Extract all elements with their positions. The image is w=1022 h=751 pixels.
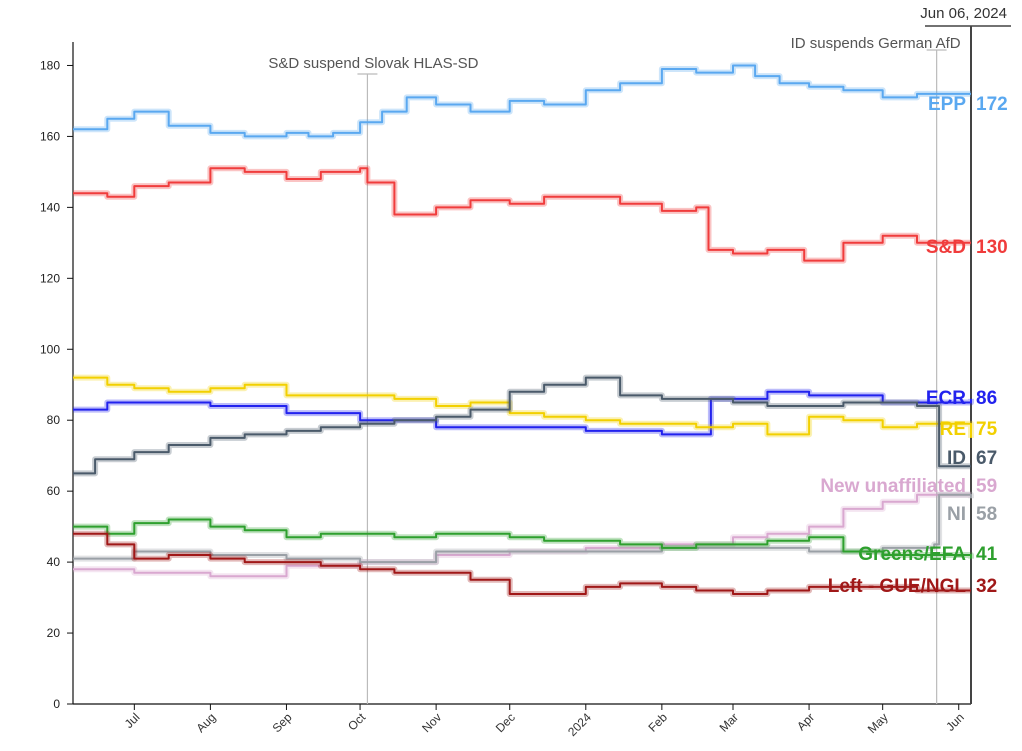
series-ni bbox=[73, 491, 974, 566]
series-line-greens-efa bbox=[73, 518, 972, 559]
annotation-label: S&D suspend Slovak HLAS-SD bbox=[268, 55, 478, 72]
series-line-ecr bbox=[73, 390, 972, 436]
annotations: S&D suspend Slovak HLAS-SD ID suspends Ge… bbox=[268, 5, 1011, 704]
x-tick-label: Jul bbox=[122, 710, 143, 731]
series-name-new-unaffiliated: New unaffiliated bbox=[820, 476, 966, 497]
x-tick-label: Jun bbox=[943, 710, 967, 734]
y-tick-label: 20 bbox=[47, 626, 61, 640]
series-name-id: ID bbox=[947, 448, 966, 469]
annotation-label: ID suspends German AfD bbox=[791, 35, 961, 52]
series-name-s-d: S&D bbox=[926, 237, 966, 258]
series-value-epp: 172 bbox=[976, 94, 1008, 115]
series-id bbox=[73, 374, 971, 477]
series-value-ecr: 86 bbox=[976, 388, 997, 409]
series-epp bbox=[73, 62, 971, 140]
series-name-epp: EPP bbox=[928, 94, 966, 115]
series-line-ni bbox=[73, 493, 972, 564]
y-tick-label: 0 bbox=[53, 697, 60, 711]
y-tick-label: 80 bbox=[47, 413, 61, 427]
x-tick-label: Oct bbox=[345, 710, 369, 734]
series-line-left-gue-ngl bbox=[73, 532, 971, 595]
series-value-s-d: 130 bbox=[976, 237, 1008, 258]
x-tick-label: Sep bbox=[270, 710, 295, 735]
series-value-re: 75 bbox=[976, 419, 998, 440]
x-tick-label: Aug bbox=[194, 710, 219, 735]
y-axis: 0 20 40 60 80 100 120 140 160 180 bbox=[40, 42, 74, 711]
series-greens-efa bbox=[73, 516, 974, 559]
series-lines bbox=[73, 62, 974, 597]
series-line-s-d bbox=[73, 167, 971, 262]
series-line-epp bbox=[73, 64, 971, 138]
series-ecr bbox=[73, 388, 974, 438]
series-line-new-unaffiliated bbox=[73, 493, 971, 578]
y-tick-label: 100 bbox=[40, 342, 60, 356]
x-tick-label: Feb bbox=[645, 710, 670, 735]
x-tick-label: Apr bbox=[794, 710, 817, 733]
series-name-ecr: ECR bbox=[926, 388, 966, 409]
series-left-gue-ngl bbox=[73, 530, 971, 597]
series-value-id: 67 bbox=[976, 448, 997, 469]
series-value-left-gue-ngl: 32 bbox=[976, 576, 997, 597]
y-tick-label: 180 bbox=[40, 58, 60, 72]
series-line-re bbox=[73, 376, 972, 438]
y-tick-label: 60 bbox=[47, 484, 61, 498]
series-s-d bbox=[73, 165, 971, 264]
series-name-left-gue-ngl: Left - GUE/NGL bbox=[828, 576, 967, 597]
series-name-re: RE bbox=[940, 419, 966, 440]
current-date-label: Jun 06, 2024 bbox=[920, 5, 1007, 22]
series-labels: EPP 172 S&D 130 ECR 86 RE 75 ID 67 New unaffiliate… bbox=[820, 94, 1007, 597]
y-tick-label: 160 bbox=[40, 129, 60, 143]
x-tick-label: Mar bbox=[717, 710, 742, 735]
x-tick-label: Dec bbox=[493, 710, 518, 735]
series-line-id bbox=[73, 376, 971, 475]
x-tick-label: Nov bbox=[419, 710, 444, 735]
series-re bbox=[73, 374, 974, 438]
series-value-ni: 58 bbox=[976, 504, 997, 525]
series-new-unaffiliated bbox=[73, 491, 971, 580]
x-tick-label: 2024 bbox=[565, 710, 594, 739]
y-tick-label: 40 bbox=[47, 555, 61, 569]
series-value-new-unaffiliated: 59 bbox=[976, 476, 997, 497]
series-value-greens-efa: 41 bbox=[976, 544, 998, 565]
y-tick-label: 140 bbox=[40, 200, 60, 214]
y-tick-label: 120 bbox=[40, 271, 60, 285]
series-name-greens-efa: Greens/EFA bbox=[858, 544, 966, 565]
x-tick-label: May bbox=[865, 710, 891, 736]
series-name-ni: NI bbox=[947, 504, 966, 525]
x-axis: Jul Aug Sep Oct Nov Dec 2024 Feb Mar Apr May Jun bbox=[73, 703, 971, 739]
